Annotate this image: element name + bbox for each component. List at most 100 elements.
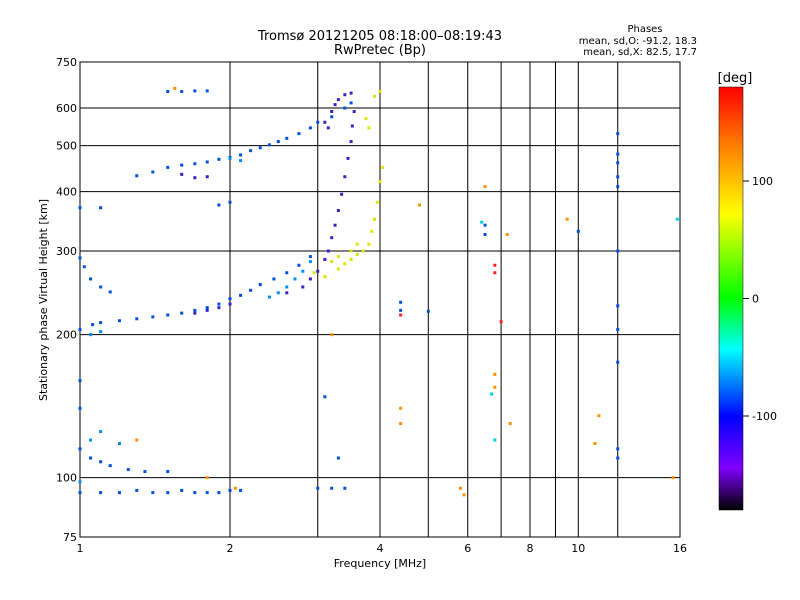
data-point	[462, 493, 466, 497]
data-point	[239, 153, 243, 157]
data-point	[89, 438, 93, 442]
data-point	[367, 242, 371, 246]
data-point	[349, 91, 353, 95]
x-tick-label: 10	[571, 542, 585, 555]
data-point	[239, 488, 243, 492]
data-point	[316, 120, 320, 124]
data-point	[267, 143, 271, 147]
data-point	[399, 422, 403, 426]
data-point	[180, 163, 184, 167]
data-point	[671, 476, 675, 480]
data-point	[330, 333, 334, 337]
data-point	[89, 456, 93, 460]
data-point	[616, 152, 620, 156]
data-point	[135, 438, 139, 442]
data-point	[493, 372, 497, 376]
data-point	[330, 109, 334, 113]
data-point	[336, 98, 340, 102]
data-point	[330, 236, 334, 240]
data-point	[205, 160, 209, 164]
data-point	[417, 203, 421, 207]
data-point	[99, 430, 103, 434]
data-point	[399, 300, 403, 304]
y-tick-label: 750	[56, 56, 77, 69]
data-point	[205, 491, 209, 495]
data-point	[323, 257, 327, 261]
data-point	[228, 200, 232, 204]
data-point	[308, 277, 312, 281]
data-point	[99, 321, 103, 325]
colorbar-tick-label: 0	[752, 293, 759, 306]
data-point	[336, 267, 340, 271]
data-point	[593, 442, 597, 446]
data-point	[297, 132, 301, 136]
data-point	[91, 323, 95, 327]
data-point	[483, 185, 487, 189]
colorbar-ticks: 100 0 -100	[743, 175, 777, 423]
data-point	[217, 491, 221, 495]
data-point	[276, 291, 280, 295]
data-point	[193, 491, 197, 495]
x-tick-label: 16	[673, 542, 687, 555]
y-tick-label: 500	[56, 140, 77, 153]
data-point	[493, 271, 497, 275]
data-point	[180, 90, 184, 94]
data-point	[508, 422, 512, 426]
data-point	[373, 94, 377, 98]
data-point	[399, 313, 403, 317]
data-point	[276, 140, 280, 144]
data-point	[217, 157, 221, 161]
data-point	[493, 385, 497, 389]
colorbar-tick-label: 100	[752, 175, 773, 188]
data-point	[616, 447, 620, 451]
data-point	[373, 217, 377, 221]
data-point	[193, 308, 197, 312]
data-point	[355, 252, 359, 256]
data-point	[239, 293, 243, 297]
data-point	[78, 406, 82, 410]
x-tick-label: 6	[464, 542, 471, 555]
data-point	[285, 291, 289, 295]
data-point	[308, 255, 312, 259]
data-point	[576, 229, 580, 233]
data-point	[135, 317, 139, 321]
data-point	[343, 486, 347, 490]
data-point	[193, 162, 197, 166]
data-point	[323, 120, 327, 124]
data-point	[346, 156, 350, 160]
data-point	[239, 159, 243, 163]
data-point	[135, 488, 139, 492]
data-point	[480, 220, 484, 224]
data-point	[99, 491, 103, 495]
data-point	[166, 491, 170, 495]
y-tick-label: 75	[63, 531, 77, 544]
data-point	[151, 315, 155, 319]
data-point	[505, 233, 509, 237]
data-point	[483, 233, 487, 237]
data-point	[565, 217, 569, 221]
data-point	[675, 217, 679, 221]
data-point	[399, 406, 403, 410]
data-point	[323, 275, 327, 279]
data-point	[166, 470, 170, 474]
data-point	[297, 263, 301, 267]
data-point	[616, 249, 620, 253]
stats-header: Phases	[627, 24, 662, 35]
y-tick-label: 600	[56, 102, 77, 115]
data-point	[367, 126, 371, 130]
data-point	[82, 265, 86, 269]
colorbar	[718, 86, 744, 511]
data-point	[272, 277, 276, 281]
data-point	[343, 175, 347, 179]
data-point	[143, 470, 147, 474]
data-point	[228, 488, 232, 492]
y-tick-labels: 75 100 200 300 400 500 600 750	[56, 56, 77, 544]
data-point	[458, 486, 462, 490]
data-point	[349, 249, 353, 253]
data-point	[312, 271, 316, 275]
colorbar-label: [deg]	[718, 71, 753, 86]
data-point	[330, 115, 334, 119]
data-point	[99, 206, 103, 210]
data-point	[193, 176, 197, 180]
x-tick-label: 4	[377, 542, 384, 555]
